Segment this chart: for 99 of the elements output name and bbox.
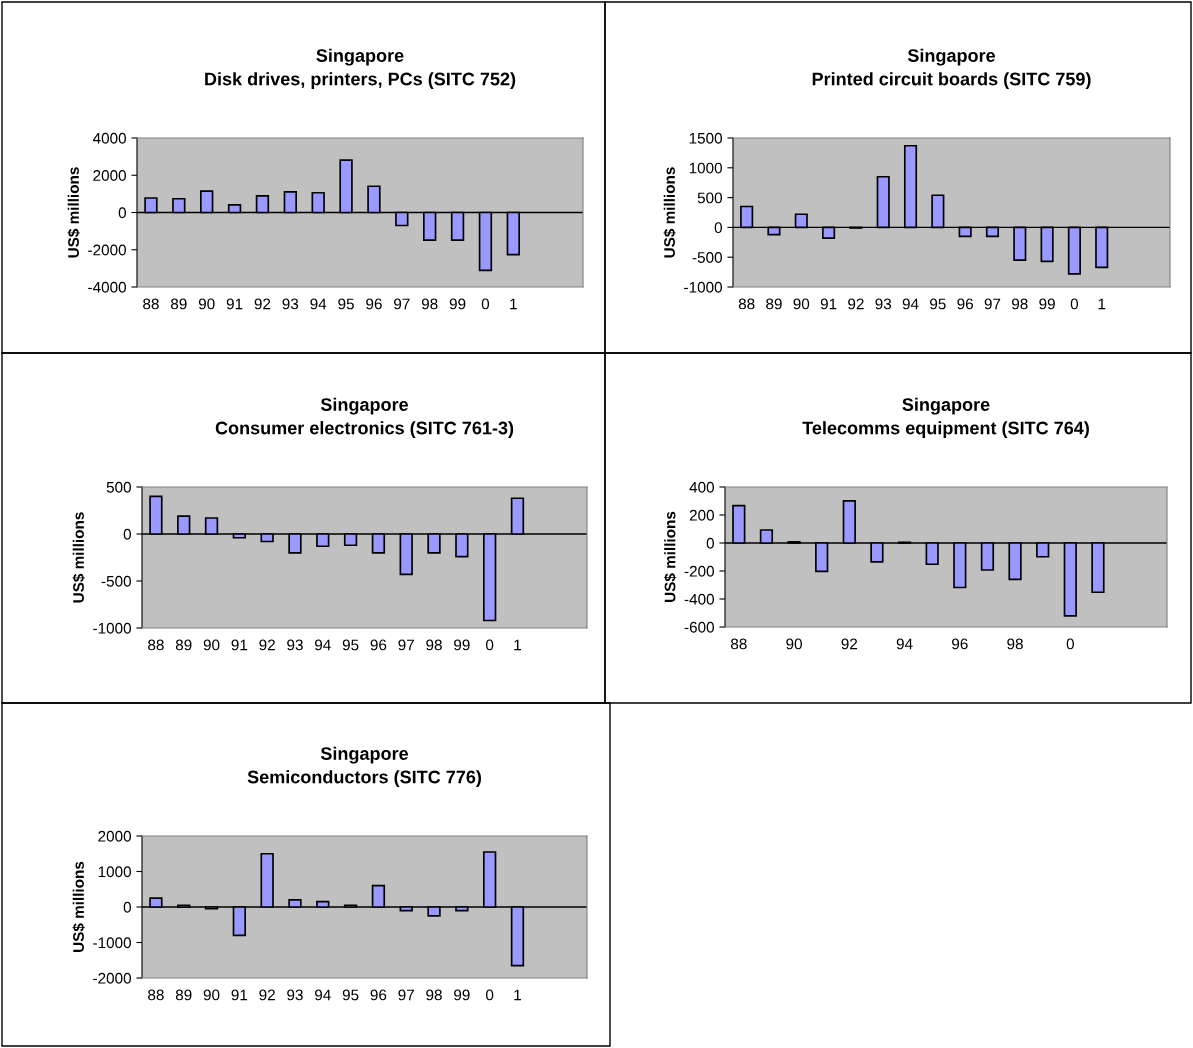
y-tick-label: 1000 (98, 866, 131, 878)
x-tick-label: 99 (1039, 298, 1055, 310)
x-tick-label: 97 (984, 298, 1001, 310)
y-tick-label: -4000 (88, 281, 126, 293)
y-tick-label: 500 (106, 481, 131, 493)
chart-title: Singapore Printed circuit boards (SITC 759) (812, 48, 1091, 89)
y-axis-title: US$ millions (72, 861, 85, 952)
x-tick-label: 90 (786, 638, 802, 650)
x-tick-label: 99 (449, 298, 466, 310)
y-tick-label: -1000 (684, 281, 722, 293)
y-tick-label: 4000 (92, 132, 126, 144)
x-tick-label: 94 (315, 989, 331, 1001)
y-axis-title: US$ millions (663, 167, 676, 258)
x-tick-label: 91 (226, 298, 243, 310)
x-tick-label: 93 (282, 298, 299, 310)
x-tick-label: 97 (398, 639, 414, 651)
y-tick-label: -400 (684, 593, 714, 605)
x-tick-label: 91 (820, 298, 837, 310)
x-tick-label: 96 (957, 298, 973, 310)
y-tick-label: 500 (697, 192, 722, 204)
x-tick-label: 88 (143, 298, 159, 310)
y-tick-label: 2000 (98, 830, 131, 842)
x-tick-label: 0 (481, 298, 490, 310)
y-axis-title: US$ millions (72, 512, 85, 603)
x-tick-label: 88 (148, 639, 164, 651)
y-tick-label: 1500 (689, 132, 722, 144)
x-tick-label: 89 (175, 989, 192, 1001)
x-tick-label: 1 (514, 989, 521, 1001)
x-tick-label: 92 (254, 298, 271, 310)
x-tick-label: 94 (310, 298, 327, 310)
x-tick-label: 94 (315, 639, 331, 651)
y-axis-title: US$ millions (663, 511, 677, 602)
x-tick-label: 0 (1066, 638, 1074, 650)
x-tick-label: 0 (1070, 298, 1079, 310)
chart-title: Singapore Semiconductors (SITC 776) (247, 746, 481, 787)
x-tick-label: 97 (398, 989, 414, 1001)
x-tick-label: 91 (231, 639, 248, 651)
x-tick-label: 97 (394, 298, 410, 310)
y-tick-label: 0 (706, 537, 714, 549)
x-tick-label: 96 (366, 298, 382, 310)
y-tick-label: -200 (684, 565, 714, 577)
x-tick-label: 90 (203, 989, 220, 1001)
x-tick-label: 92 (259, 639, 275, 651)
chart-title: Singapore Disk drives, printers, PCs (SITC 752) (205, 48, 516, 89)
y-tick-label: 200 (689, 509, 714, 521)
x-tick-label: 95 (338, 298, 354, 310)
y-tick-label: -2000 (93, 972, 131, 984)
x-tick-label: 92 (848, 298, 864, 310)
x-tick-label: 1 (514, 639, 521, 651)
x-tick-label: 90 (203, 639, 220, 651)
x-tick-label: 99 (454, 989, 470, 1001)
x-tick-label: 98 (426, 639, 442, 651)
x-tick-label: 98 (1007, 638, 1023, 650)
y-axis-title: US$ millions (67, 167, 80, 258)
x-tick-label: 90 (198, 298, 215, 310)
x-tick-label: 88 (148, 989, 164, 1001)
y-tick-label: 2000 (93, 170, 126, 181)
y-tick-label: -500 (101, 575, 131, 587)
x-tick-label: 0 (486, 639, 494, 651)
y-tick-label: 0 (714, 222, 722, 234)
x-tick-label: 98 (426, 989, 442, 1001)
y-tick-label: 400 (689, 481, 714, 493)
x-tick-label: 94 (902, 298, 919, 310)
x-tick-label: 94 (896, 638, 913, 650)
y-tick-label: 0 (118, 207, 126, 219)
x-tick-label: 96 (370, 639, 387, 651)
x-tick-label: 89 (170, 298, 187, 310)
x-tick-label: 90 (793, 298, 810, 310)
x-tick-label: 98 (1012, 298, 1028, 310)
x-tick-label: 1 (1098, 298, 1106, 310)
x-tick-label: 95 (930, 298, 946, 310)
x-tick-label: 96 (952, 638, 968, 650)
y-tick-label: 0 (123, 528, 131, 540)
x-tick-label: 92 (259, 989, 275, 1001)
y-tick-label: -1000 (93, 937, 131, 949)
x-tick-label: 96 (370, 989, 387, 1001)
x-tick-label: 95 (342, 639, 359, 651)
x-tick-label: 93 (287, 639, 303, 651)
x-tick-label: 99 (454, 639, 470, 651)
y-tick-label: 0 (123, 901, 131, 913)
x-tick-label: 88 (730, 638, 747, 650)
y-tick-label: -500 (692, 252, 722, 263)
y-tick-label: -600 (684, 621, 714, 633)
chart-title: Singapore Consumer electronics (SITC 761-3) (215, 397, 514, 438)
x-tick-label: 93 (287, 989, 303, 1001)
x-tick-label: 1 (510, 298, 517, 310)
x-tick-label: 98 (421, 298, 438, 310)
x-tick-label: 89 (766, 298, 782, 310)
x-tick-label: 91 (231, 989, 248, 1001)
x-tick-label: 0 (486, 989, 494, 1001)
x-tick-label: 88 (738, 298, 755, 310)
y-tick-label: -2000 (88, 244, 126, 256)
x-tick-label: 93 (875, 298, 892, 310)
y-tick-label: 1000 (689, 162, 722, 174)
chart-title: Singapore Telecomms equipment (SITC 764) (802, 397, 1089, 438)
y-tick-label: -1000 (93, 622, 131, 634)
x-tick-label: 95 (342, 989, 359, 1001)
x-tick-label: 92 (841, 638, 858, 650)
x-tick-label: 89 (175, 639, 192, 651)
